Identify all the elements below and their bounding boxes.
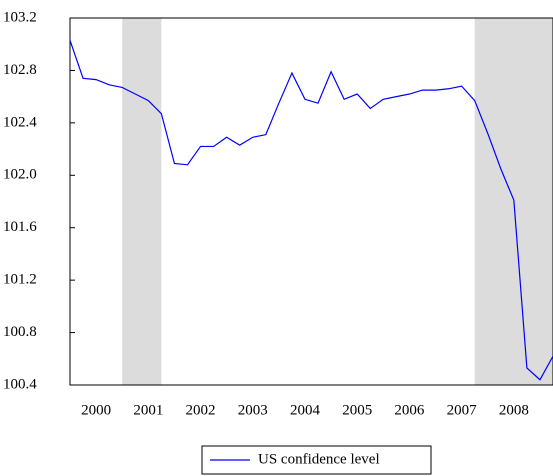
y-tick-label: 100.4 <box>3 376 37 392</box>
y-tick-label: 102.8 <box>3 62 37 78</box>
plot-frame <box>69 17 553 386</box>
x-tick-label: 2002 <box>186 402 216 418</box>
y-tick-label: 102.4 <box>3 114 37 130</box>
x-tick-label: 2005 <box>342 402 372 418</box>
y-tick-label: 101.6 <box>3 219 37 235</box>
y-tick-label: 100.8 <box>3 324 37 340</box>
x-tick-label: 2001 <box>133 402 163 418</box>
y-tick-label: 101.2 <box>3 272 37 288</box>
y-tick-label: 102.0 <box>3 167 37 183</box>
x-tick-label: 2004 <box>290 402 321 418</box>
legend-label: US confidence level <box>258 451 380 467</box>
shaded-region <box>122 18 162 385</box>
x-tick-label: 2006 <box>394 402 425 418</box>
x-tick-label: 2003 <box>238 402 268 418</box>
y-tick-label: 103.2 <box>3 9 37 25</box>
x-tick-label: 2007 <box>447 402 478 418</box>
x-tick-label: 2008 <box>499 402 529 418</box>
data-line <box>69 40 553 381</box>
x-tick-label: 2000 <box>81 402 111 418</box>
